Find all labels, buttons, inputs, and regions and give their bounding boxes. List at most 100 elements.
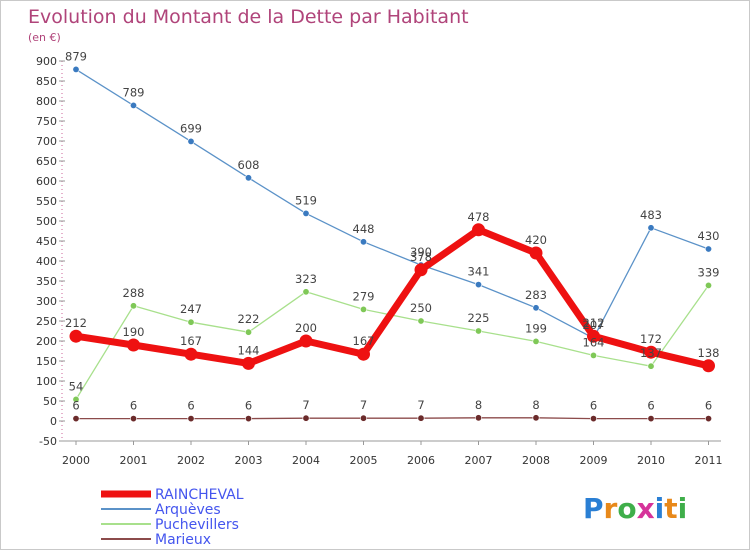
data-label: 225 — [468, 311, 490, 325]
data-point — [532, 337, 540, 345]
data-point — [357, 347, 370, 361]
legend-label: RAINCHEVAL — [155, 487, 244, 503]
data-label: 6 — [245, 399, 252, 413]
data-label: 6 — [647, 399, 654, 413]
data-label: 478 — [468, 210, 490, 224]
data-point — [184, 347, 198, 361]
data-point — [472, 223, 485, 237]
data-label: 341 — [468, 265, 490, 279]
data-label: 6 — [130, 399, 137, 413]
data-label: 138 — [698, 346, 720, 360]
data-point — [532, 304, 540, 312]
data-point — [532, 414, 540, 422]
data-point — [245, 328, 253, 336]
y-tick-label: 0 — [50, 415, 57, 428]
x-tick-label: 2002 — [177, 454, 205, 467]
y-tick-label: 500 — [36, 215, 57, 228]
y-tick-label: 350 — [36, 275, 57, 288]
data-label: 483 — [640, 208, 662, 222]
data-label: 323 — [295, 272, 317, 286]
data-point — [130, 101, 138, 109]
legend-label: Arquèves — [155, 502, 221, 518]
y-tick-label: 100 — [36, 375, 57, 388]
data-point — [704, 281, 712, 289]
data-point — [72, 415, 80, 423]
y-tick-label: 850 — [36, 75, 57, 88]
data-label: 6 — [187, 399, 194, 413]
data-label: 8 — [475, 398, 482, 412]
data-label: 789 — [123, 85, 145, 99]
data-point — [529, 246, 543, 260]
data-label: 247 — [180, 302, 202, 316]
y-tick-label: 400 — [36, 255, 57, 268]
series-marieux — [72, 414, 712, 423]
data-point — [647, 362, 655, 370]
data-point — [474, 327, 482, 335]
data-label: 288 — [123, 286, 145, 300]
y-tick-label: 700 — [36, 135, 57, 148]
data-label: 6 — [72, 399, 79, 413]
series-layer — [69, 65, 715, 423]
data-label: 6 — [705, 399, 712, 413]
data-point — [589, 415, 597, 423]
data-point — [302, 414, 310, 422]
data-label: 167 — [353, 334, 375, 348]
data-label: 7 — [417, 398, 424, 412]
data-label: 448 — [353, 222, 375, 236]
y-tick-label: 150 — [36, 355, 57, 368]
data-point — [474, 414, 482, 422]
data-point — [474, 281, 482, 289]
x-tick-label: 2000 — [62, 454, 90, 467]
legend-label: Puchevillers — [155, 517, 239, 533]
x-tick-label: 2005 — [350, 454, 378, 467]
x-tick-label: 2009 — [580, 454, 608, 467]
series-line-arqu-ves — [75, 68, 710, 339]
x-tick-label: 2006 — [407, 454, 435, 467]
y-tick-label: 450 — [36, 235, 57, 248]
data-label: 519 — [295, 193, 317, 207]
data-point — [187, 137, 195, 145]
data-point — [359, 305, 367, 313]
data-label: 7 — [302, 398, 309, 412]
series-arqu-ves — [72, 65, 712, 342]
x-tick-label: 2001 — [120, 454, 148, 467]
y-tick-label: 650 — [36, 155, 57, 168]
data-point — [302, 209, 310, 217]
data-point — [647, 224, 655, 232]
y-tick-label: 550 — [36, 195, 57, 208]
axes: -50 0 50 100 150 200 250 300 350 400 450 500 550 600 6… — [36, 55, 723, 467]
x-tick-label: 2011 — [695, 454, 723, 467]
data-point — [72, 65, 80, 73]
data-point — [130, 302, 138, 310]
y-tick-label: 200 — [36, 335, 57, 348]
data-labels: 879 789 699 608 519 448 390 341 283 207 483 430 54 28… — [65, 49, 719, 412]
data-point — [187, 318, 195, 326]
data-label: 339 — [698, 265, 720, 279]
logo-text: Proxiti — [583, 492, 687, 525]
proxiti-logo: Proxiti — [583, 492, 687, 525]
series-line-raincheval — [72, 226, 712, 370]
y-tick-label: 600 — [36, 175, 57, 188]
data-label: 378 — [410, 250, 432, 264]
data-point — [187, 415, 195, 423]
data-point — [704, 415, 712, 423]
data-label: 250 — [410, 301, 432, 315]
y-tick-label: 900 — [36, 55, 57, 68]
y-tick-label: -50 — [39, 435, 57, 448]
data-point — [245, 174, 253, 182]
data-point — [704, 245, 712, 253]
y-tick-label: 300 — [36, 295, 57, 308]
data-point — [417, 317, 425, 325]
x-tick-label: 2007 — [465, 454, 493, 467]
data-label: 54 — [69, 379, 84, 393]
data-label: 7 — [360, 398, 367, 412]
x-tick-label: 2003 — [235, 454, 263, 467]
data-point — [359, 238, 367, 246]
data-label: 190 — [123, 325, 145, 339]
data-label: 430 — [698, 229, 720, 243]
data-label: 144 — [238, 343, 260, 357]
data-point — [302, 288, 310, 296]
y-tick-label: 250 — [36, 315, 57, 328]
